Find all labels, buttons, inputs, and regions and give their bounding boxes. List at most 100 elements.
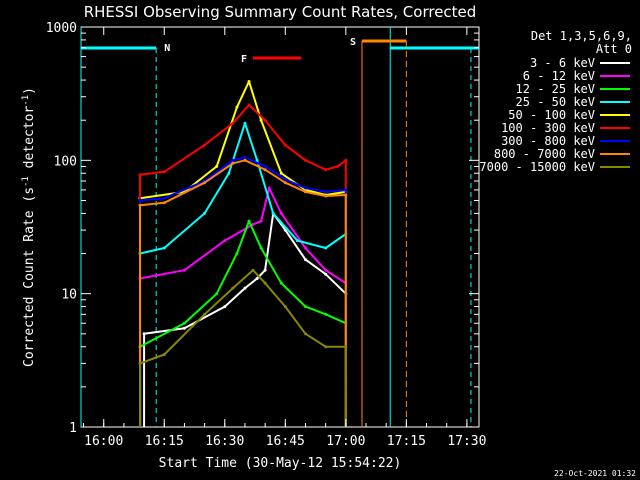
series-point bbox=[263, 118, 267, 122]
series-point bbox=[304, 305, 307, 309]
series-point bbox=[259, 246, 263, 250]
legend-header-line2: Att 0 bbox=[596, 42, 632, 56]
series-point bbox=[324, 268, 328, 272]
y-axis-label-part1: Corrected Count Rate (s bbox=[22, 187, 37, 367]
legend-label: 300 - 800 keV bbox=[501, 134, 595, 148]
legend-header-line1: Det 1,3,5,6,9, bbox=[531, 29, 632, 43]
series-point bbox=[231, 121, 235, 125]
series-point bbox=[162, 353, 166, 356]
series-point bbox=[162, 196, 166, 200]
series-point bbox=[336, 164, 340, 168]
legend-label: 7000 - 15000 keV bbox=[479, 160, 595, 174]
series-point bbox=[235, 105, 239, 109]
series-point bbox=[215, 164, 219, 168]
series-point bbox=[215, 292, 219, 296]
y-axis-label-sup1: -1 bbox=[21, 176, 31, 187]
series-point bbox=[344, 158, 348, 162]
series-point bbox=[223, 305, 227, 309]
y-axis-label-part2: detector bbox=[22, 106, 37, 177]
x-tick-label: 16:00 bbox=[84, 434, 123, 449]
series-point bbox=[324, 272, 328, 276]
series-point bbox=[304, 246, 307, 250]
series-point bbox=[283, 228, 287, 232]
series-point bbox=[271, 211, 275, 215]
series-point bbox=[304, 186, 307, 190]
series-line bbox=[139, 220, 347, 428]
series-point bbox=[182, 321, 186, 325]
series-point bbox=[259, 219, 263, 223]
series-point bbox=[142, 332, 146, 336]
series-line bbox=[139, 80, 347, 428]
series-point bbox=[263, 281, 267, 285]
series-point bbox=[279, 171, 283, 175]
series-point bbox=[231, 158, 235, 162]
legend-label: 6 - 12 keV bbox=[523, 69, 595, 83]
x-tick-label: 17:00 bbox=[326, 434, 365, 449]
series-point bbox=[267, 186, 271, 190]
x-tick-label: 17:30 bbox=[447, 434, 486, 449]
series-line bbox=[139, 269, 347, 428]
series-point bbox=[324, 246, 328, 250]
series-point bbox=[162, 170, 166, 174]
series-point bbox=[251, 268, 255, 272]
series-point bbox=[203, 143, 207, 147]
series-line bbox=[139, 159, 347, 428]
series-line bbox=[139, 122, 347, 428]
series-point bbox=[251, 223, 255, 226]
legend-label: 3 - 6 keV bbox=[530, 56, 595, 70]
series-point bbox=[324, 345, 328, 349]
series-point bbox=[138, 361, 142, 365]
series-point bbox=[243, 121, 247, 125]
x-tick-label: 16:30 bbox=[205, 434, 244, 449]
flare-label: F bbox=[241, 54, 247, 65]
series-point bbox=[295, 239, 299, 243]
series-point bbox=[247, 103, 251, 107]
series-point bbox=[138, 173, 142, 177]
saa-label: S bbox=[350, 37, 356, 48]
series-point bbox=[263, 164, 267, 168]
series-line bbox=[139, 156, 347, 428]
y-axis-label: Corrected Count Rate (s-1 detector-1) bbox=[21, 87, 37, 367]
y-tick-label: 100 bbox=[54, 154, 77, 169]
series-point bbox=[182, 326, 186, 330]
x-tick-label: 16:45 bbox=[266, 434, 305, 449]
series-point bbox=[243, 286, 247, 290]
series-point bbox=[324, 194, 328, 198]
y-tick-label: 1 bbox=[69, 421, 77, 436]
series-point bbox=[247, 80, 251, 83]
series-point bbox=[283, 177, 287, 181]
y-axis-label-part3: ) bbox=[22, 87, 37, 95]
series-point bbox=[203, 181, 207, 185]
x-tick-label: 17:15 bbox=[387, 434, 426, 449]
series-point bbox=[344, 188, 348, 192]
y-tick-label: 1000 bbox=[46, 21, 77, 36]
series-point bbox=[263, 268, 267, 272]
y-axis-ticks: 1 10 100 1000 bbox=[46, 21, 479, 436]
series-point bbox=[344, 193, 348, 197]
night-label: N bbox=[164, 43, 170, 54]
x-tick-label: 16:15 bbox=[145, 434, 184, 449]
series-point bbox=[203, 211, 207, 215]
series-point bbox=[283, 143, 287, 147]
interval-markers: N S F bbox=[80, 27, 479, 427]
timestamp: 22-Oct-2021 01:32 bbox=[554, 469, 636, 478]
series-point bbox=[279, 281, 283, 285]
series-point bbox=[304, 190, 307, 194]
series-line bbox=[139, 187, 347, 428]
series-point bbox=[231, 286, 235, 290]
series-point bbox=[231, 161, 235, 165]
series-point bbox=[263, 168, 267, 172]
series-point bbox=[344, 345, 348, 349]
series-point bbox=[283, 181, 287, 185]
y-axis-label-sup2: -1 bbox=[21, 95, 31, 106]
series-point bbox=[279, 211, 283, 215]
legend-label: 12 - 25 keV bbox=[516, 82, 595, 96]
series-point bbox=[304, 332, 307, 336]
series-layer bbox=[138, 80, 348, 428]
series-point bbox=[227, 171, 231, 175]
series-point bbox=[304, 258, 307, 262]
x-axis-ticks: 16:00 16:15 16:30 16:45 17:00 17:15 17:30 bbox=[83, 27, 486, 449]
series-point bbox=[324, 168, 328, 172]
